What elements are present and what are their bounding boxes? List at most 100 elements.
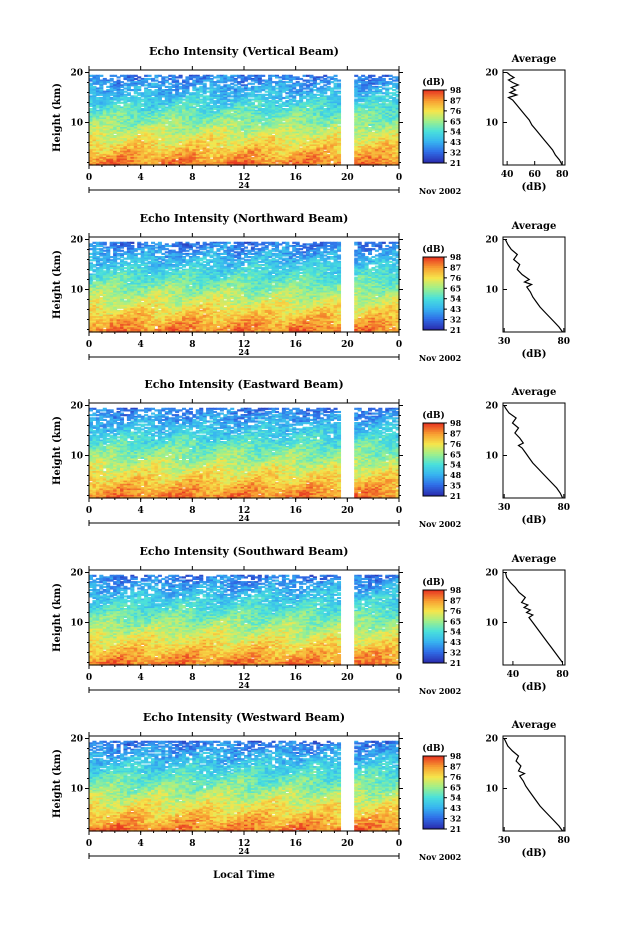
x-tick-label: 4: [138, 173, 144, 183]
heatmap-cell: [265, 248, 269, 250]
heatmap-cell: [130, 89, 134, 91]
heatmap-cell: [154, 247, 158, 249]
heatmap-cell: [306, 87, 310, 89]
heatmap-cell: [220, 248, 224, 250]
heatmap-cell: [306, 95, 310, 97]
heatmap-cell: [89, 248, 93, 250]
heatmap-cell: [303, 97, 307, 99]
heatmap-cell: [227, 95, 231, 97]
heatmap-cell: [327, 245, 331, 247]
heatmap-cell: [303, 247, 307, 249]
heatmap-cell: [251, 250, 255, 252]
heatmap-cell: [120, 81, 124, 83]
heatmap-cell: [175, 76, 179, 78]
heatmap-cell: [158, 75, 162, 77]
heatmap-cell: [213, 84, 217, 86]
heatmap-cell: [389, 78, 393, 80]
colorbar-tick-label: 87: [450, 95, 461, 105]
heatmap-cell: [323, 81, 327, 83]
heatmap-cell: [216, 81, 220, 83]
heatmap-cell: [127, 80, 131, 82]
heatmap-cell: [361, 92, 365, 94]
heatmap-cell: [275, 76, 279, 78]
heatmap-cell: [254, 100, 258, 102]
heatmap-cell: [165, 122, 169, 124]
heatmap-cell: [382, 75, 386, 77]
heatmap-cell: [327, 83, 331, 85]
heatmap-cell: [389, 75, 393, 77]
heatmap-cell: [368, 124, 372, 126]
heatmap-cell: [123, 87, 127, 89]
colorbar-unit: (dB): [422, 77, 444, 88]
heatmap-cell: [285, 89, 289, 91]
heatmap-cell: [230, 110, 234, 112]
heatmap-cell: [258, 122, 262, 124]
heatmap-cell: [151, 94, 155, 96]
heatmap-cell: [213, 245, 217, 247]
heatmap-cell: [337, 122, 341, 124]
profile-frame: [503, 70, 565, 165]
day-label: 24: [238, 180, 250, 190]
heatmap-cell: [158, 81, 162, 83]
heatmap-cell: [216, 102, 220, 104]
heatmap-cell: [389, 83, 393, 85]
x-tick-label: 8: [189, 173, 195, 183]
heatmap-cell: [330, 78, 334, 80]
heatmap-cell: [89, 92, 93, 94]
heatmap-cell: [92, 83, 96, 85]
heatmap-cell: [334, 247, 338, 249]
heatmap-cell: [106, 81, 110, 83]
heatmap-cell: [392, 86, 396, 88]
heatmap-cell: [313, 245, 317, 247]
colorbar-tick-label: 32: [450, 148, 461, 158]
heatmap-cell: [113, 89, 117, 91]
heatmap-cell: [203, 248, 207, 250]
heatmap-cell: [285, 78, 289, 80]
heatmap-cell: [309, 84, 313, 86]
heatmap-cell: [330, 159, 334, 161]
heatmap-cell: [385, 95, 389, 97]
heatmap-cell: [117, 250, 121, 252]
heatmap-cell: [227, 89, 231, 91]
heatmap-cell: [244, 103, 248, 105]
heatmap-cell: [313, 86, 317, 88]
heatmap-cell: [309, 80, 313, 82]
colorbar-tick-label: 65: [450, 116, 461, 126]
profile-x-tick-label: 80: [556, 170, 569, 180]
heatmap-cell: [296, 94, 300, 96]
heatmap-cell: [285, 92, 289, 94]
heatmap-cell: [316, 78, 320, 80]
heatmap-cell: [175, 157, 179, 159]
heatmap-cell: [241, 129, 245, 131]
heatmap-cell: [385, 84, 389, 86]
heatmap-cell: [306, 138, 310, 140]
heatmap-cell: [192, 76, 196, 78]
heatmap-cell: [210, 156, 214, 158]
heatmap-cell: [127, 89, 131, 91]
heatmap-cell: [154, 251, 158, 253]
heatmap-cell: [137, 76, 141, 78]
heatmap-cell: [289, 160, 293, 162]
heatmap-cell: [154, 76, 158, 78]
heatmap-cell: [96, 83, 100, 85]
heatmap-cell: [251, 80, 255, 82]
heatmap-cell: [220, 242, 224, 244]
heatmap-cell: [134, 92, 138, 94]
heatmap-cell: [251, 243, 255, 245]
heatmap-cell: [320, 247, 324, 249]
heatmap-cell: [130, 84, 134, 86]
heatmap-cell: [244, 242, 248, 244]
heatmap-cell: [292, 250, 296, 252]
heatmap-cell: [272, 250, 276, 252]
heatmap-cell: [206, 243, 210, 245]
heatmap-cell: [247, 243, 251, 245]
heatmap-cell: [282, 78, 286, 80]
heatmap-cell: [365, 245, 369, 247]
heatmap-cell: [261, 100, 265, 102]
heatmap-cell: [192, 103, 196, 105]
heatmap-cell: [261, 105, 265, 107]
heatmap-cell: [282, 119, 286, 121]
heatmap-cell: [368, 242, 372, 244]
heatmap-cell: [303, 84, 307, 86]
heatmap-cell: [103, 243, 107, 245]
